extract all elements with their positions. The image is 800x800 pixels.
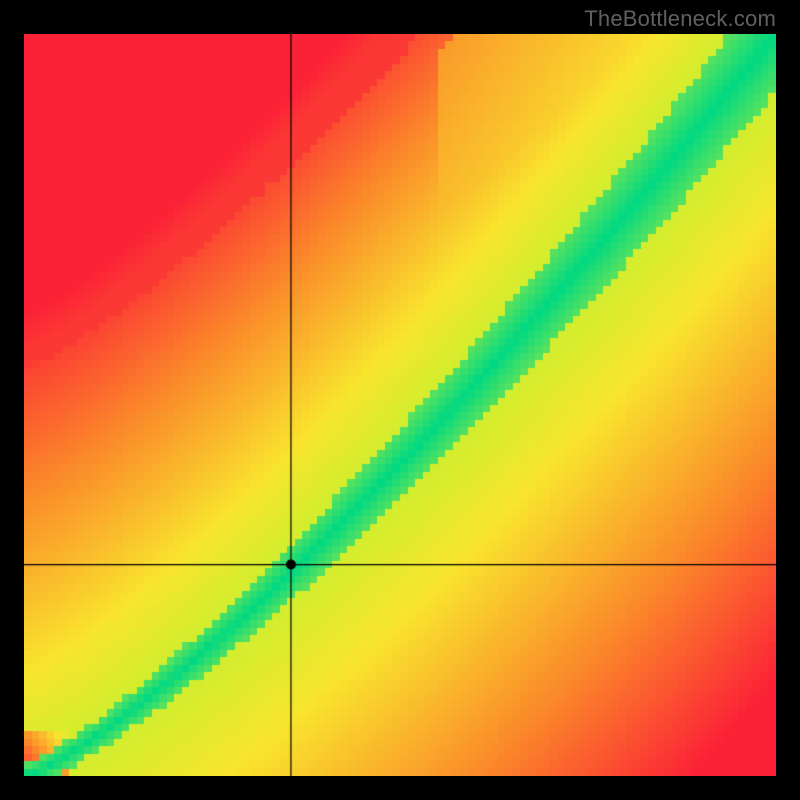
plot-area xyxy=(24,34,776,776)
watermark-text: TheBottleneck.com xyxy=(584,6,776,32)
heatmap-canvas xyxy=(24,34,776,776)
figure-frame: TheBottleneck.com xyxy=(0,0,800,800)
